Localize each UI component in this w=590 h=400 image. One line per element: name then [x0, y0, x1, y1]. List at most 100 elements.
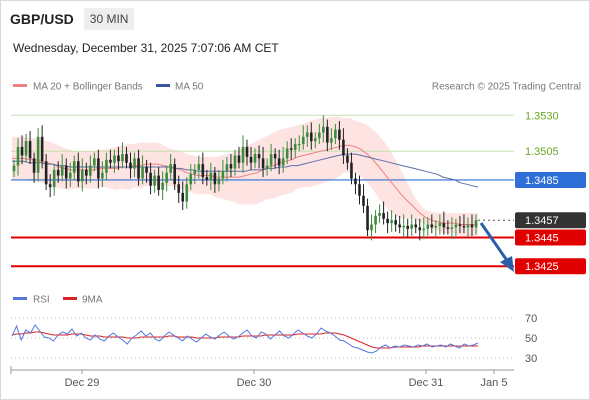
x-tick-label: Dec 29 [65, 377, 100, 389]
rsi-legend: RSI 9MA [13, 295, 103, 306]
candle-body [358, 184, 361, 196]
candle-body [217, 178, 221, 185]
rsi-ma-legend-swatch [63, 297, 77, 300]
ma20-legend-swatch [13, 84, 27, 87]
level-label-resistance: 1.3505 [525, 146, 559, 158]
rsi-legend-label: RSI [33, 295, 50, 306]
candle-body [85, 169, 88, 176]
candle-body [245, 146, 249, 157]
candle-body [229, 164, 233, 169]
candle-body [422, 228, 426, 231]
candle-body [48, 184, 52, 188]
candle-body [398, 224, 401, 228]
candle-body [390, 220, 393, 224]
candle-body [265, 165, 269, 169]
candle-body [93, 158, 96, 166]
candle-body [338, 129, 341, 140]
candle-body [153, 175, 156, 186]
level-label-support: 1.3425 [525, 261, 559, 273]
candle-body [378, 213, 381, 216]
candle-body [342, 139, 345, 156]
candle-body [330, 138, 333, 143]
candle-body [297, 144, 301, 146]
candle-body [157, 175, 160, 190]
level-label-box-current [515, 212, 586, 229]
level-label-support: 1.3445 [525, 232, 559, 244]
candle-body [145, 167, 148, 173]
candle-body [402, 225, 405, 228]
candle-body [386, 218, 389, 224]
candle-body [285, 148, 289, 159]
candle-body [24, 141, 28, 156]
candle-body [149, 172, 152, 186]
candle-body [273, 154, 277, 159]
candle-body [76, 161, 80, 182]
candle-body [89, 165, 92, 176]
candle-body [410, 224, 414, 229]
candle-body [64, 165, 68, 179]
candle-body [354, 178, 357, 185]
candle-body [36, 136, 40, 173]
candle-body [197, 164, 201, 170]
candle-body [434, 225, 438, 228]
candle-body [165, 172, 168, 183]
x-tick-label: Dec 31 [409, 377, 444, 389]
candle-body [28, 141, 32, 159]
candle-body [470, 224, 474, 228]
candle-body [201, 164, 205, 178]
candle-body [20, 146, 24, 156]
candle-body [458, 224, 462, 226]
candle-body [374, 215, 377, 225]
rsi-panel: 70 50 30 [11, 313, 537, 365]
candle-body [350, 162, 353, 179]
level-label-box-support [515, 229, 586, 246]
candle-body [430, 224, 434, 228]
candle-body [293, 144, 297, 150]
candle-body [101, 172, 104, 179]
candle-body [334, 129, 337, 139]
timeframe-badge[interactable]: 30 MIN [83, 8, 135, 30]
candle-body [52, 169, 56, 188]
ma20-legend-label: MA 20 + Bollinger Bands [33, 82, 143, 93]
level-label-resistance: 1.3530 [525, 110, 559, 122]
candle-body [161, 182, 164, 190]
candle-body [133, 158, 136, 169]
candle-body [121, 154, 124, 162]
rsi-legend-swatch [13, 297, 27, 300]
chart-datetime: Wednesday, December 31, 2025 7:07:06 AM … [13, 41, 279, 55]
candle-body [305, 132, 309, 137]
candle-body [326, 126, 329, 143]
chart-header: GBP/USD 30 MIN [10, 7, 135, 31]
candle-body [314, 138, 317, 142]
rsi-tick-label: 30 [525, 353, 537, 365]
rsi-ma-legend-label: 9MA [82, 295, 103, 306]
candle-body [60, 165, 64, 176]
rsi-tick-label: 50 [525, 333, 537, 345]
price-levels-layer [11, 114, 514, 268]
candle-body [205, 177, 209, 180]
x-tick-label: Jan 5 [481, 377, 508, 389]
candle-body [185, 184, 189, 202]
candle-body [462, 225, 466, 228]
candle-body [12, 165, 16, 172]
candle-body [209, 172, 213, 180]
candle-body [44, 161, 48, 185]
candle-body [318, 132, 321, 139]
x-tick-label: Dec 30 [237, 377, 272, 389]
candle-body [56, 169, 60, 176]
candle-body [125, 154, 128, 163]
candle-body [418, 227, 422, 231]
candle-body [394, 220, 397, 225]
candle-body [237, 155, 241, 163]
candle-body [362, 195, 365, 206]
bollinger-band-layer [12, 116, 478, 236]
forecast-arrow [479, 222, 514, 272]
candle-body [442, 223, 446, 228]
candle-body [466, 224, 470, 228]
candle-body [169, 164, 172, 173]
candle-body [406, 225, 409, 229]
candle-body [281, 158, 285, 166]
candle-body [81, 169, 84, 182]
candle-body [173, 164, 176, 185]
